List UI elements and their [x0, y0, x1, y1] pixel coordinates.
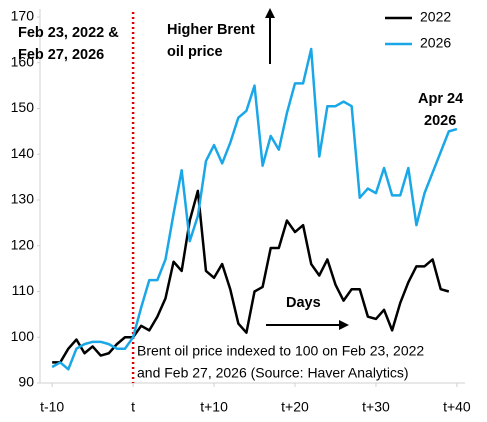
legend-label: 2022: [420, 9, 451, 25]
series-line: [51, 47, 458, 371]
x-tick-label: t-10: [40, 399, 64, 415]
x-tick-label: t+20: [281, 399, 309, 415]
y-tick-label: 120: [11, 236, 35, 252]
annotation: Feb 27, 2026: [18, 47, 104, 63]
x-tick-label: t+10: [200, 399, 228, 415]
right-arrow-head: [339, 320, 349, 330]
annotation: Higher Brent: [167, 22, 255, 38]
x-tick-label: t+40: [443, 399, 471, 415]
y-tick-label: 160: [11, 53, 35, 69]
y-tick-label: 140: [11, 145, 35, 161]
y-tick-label: 100: [11, 328, 35, 344]
annotation: 2026: [424, 113, 456, 129]
annotation: Apr 24: [418, 91, 463, 107]
y-tick-label: 170: [11, 8, 35, 24]
legend-label: 2026: [420, 35, 451, 51]
annotation: oil price: [167, 44, 223, 60]
annotation: Days: [286, 295, 321, 311]
y-tick-label: 90: [18, 374, 34, 390]
series-line: [52, 189, 450, 364]
annotation: Feb 23, 2022 &: [18, 25, 119, 41]
x-tick-label: t: [131, 399, 135, 415]
annotation: Brent oil price indexed to 100 on Feb 23…: [137, 343, 424, 359]
up-arrow-head: [265, 8, 275, 18]
x-tick-label: t+30: [362, 399, 390, 415]
y-tick-label: 130: [11, 191, 35, 207]
annotation: and Feb 27, 2026 (Source: Haver Analytic…: [137, 365, 409, 381]
y-tick-label: 150: [11, 99, 35, 115]
y-tick-label: 110: [12, 282, 35, 298]
